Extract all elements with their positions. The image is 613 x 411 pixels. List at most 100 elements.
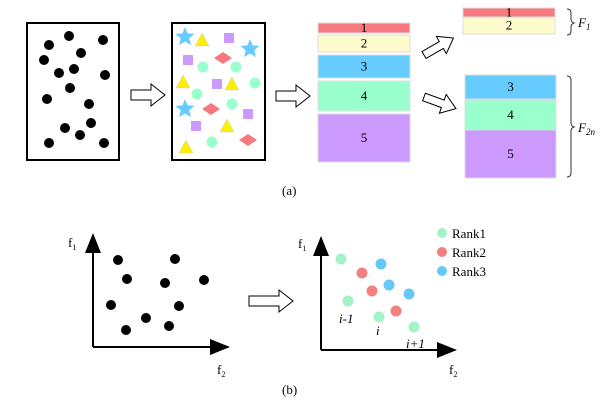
legend-marker-rank1 — [437, 228, 447, 238]
triangle-shape — [224, 76, 240, 91]
caption-a: (a) — [282, 183, 296, 198]
dot — [122, 274, 132, 284]
rank-block-5 — [464, 129, 557, 179]
triangle-shape — [178, 139, 194, 154]
square-shape — [212, 79, 222, 89]
rank-block-label: 3 — [361, 59, 368, 74]
dot — [170, 254, 180, 264]
circle-shape — [206, 136, 218, 148]
rank1-dot — [335, 253, 347, 265]
square-shape — [183, 55, 193, 65]
circle-shape — [191, 88, 203, 100]
diamond-shape — [202, 103, 220, 115]
dot — [174, 301, 184, 311]
dot — [98, 35, 108, 45]
legend-marker-rank2 — [437, 247, 447, 257]
rank-block-label: 2 — [506, 18, 513, 33]
rank-block-5 — [317, 113, 411, 163]
triangle-shape — [219, 118, 235, 133]
dot — [160, 278, 170, 288]
dot — [84, 99, 94, 109]
f1-stack: 12 — [462, 5, 556, 35]
point-label-cur: i — [376, 323, 380, 338]
dot — [76, 48, 86, 58]
triangle-shape — [175, 74, 191, 89]
f2n-stack: 3 4 5 — [464, 74, 557, 179]
point-label-next: i+1 — [406, 336, 425, 351]
ranked-dots — [335, 253, 420, 333]
arrow-down-right-icon — [421, 92, 457, 114]
triangle-shape — [194, 32, 210, 47]
f1-label: F1 — [577, 15, 590, 32]
rank-block-label: 4 — [507, 107, 514, 122]
y-axis-label: f1 — [298, 236, 306, 253]
circle-shape — [226, 98, 238, 110]
rank2-dot — [390, 305, 402, 317]
dot — [44, 40, 54, 50]
dot — [54, 68, 64, 78]
rank-block-1 — [317, 22, 411, 34]
point-label-prev: i-1 — [339, 311, 353, 326]
rank-block-label: 2 — [361, 36, 368, 51]
rank1-dot — [373, 311, 385, 323]
diamond-shape — [214, 52, 232, 64]
rank1-dot — [408, 321, 420, 333]
dot — [100, 70, 110, 80]
arrow-right-icon — [275, 83, 311, 109]
legend: Rank1 Rank2 Rank3 — [437, 226, 486, 279]
rank-block-label: 3 — [507, 79, 514, 94]
dot — [42, 94, 52, 104]
rank-block-label: 1 — [361, 20, 368, 35]
rank3-dot — [383, 279, 395, 291]
legend-rank1: Rank1 — [452, 226, 486, 241]
y-axis-label: f1 — [68, 235, 76, 252]
dot — [64, 31, 74, 41]
rank-block-label: 5 — [507, 146, 514, 161]
rank-block-label: 5 — [361, 130, 368, 145]
dot — [65, 83, 75, 93]
legend-marker-rank3 — [437, 266, 447, 276]
dot — [60, 123, 70, 133]
star-shape — [175, 27, 195, 46]
rank1-dot — [342, 295, 354, 307]
dot — [69, 64, 79, 74]
population-dots — [39, 31, 110, 148]
dot — [199, 275, 209, 285]
square-shape — [224, 33, 234, 43]
rank3-dot — [403, 288, 415, 300]
dot — [99, 138, 109, 148]
rank2-dot — [356, 267, 368, 279]
circle-shape — [249, 77, 261, 89]
caption-b: (b) — [282, 382, 297, 397]
objective-dots — [106, 254, 209, 335]
f2n-label: F2n — [577, 120, 595, 137]
rank-block-label: 4 — [361, 88, 368, 103]
dot — [141, 313, 151, 323]
dot — [44, 138, 54, 148]
dot — [86, 118, 96, 128]
star-shape — [240, 39, 260, 58]
rank2-dot — [366, 285, 378, 297]
diamond-shape — [239, 134, 257, 146]
dot — [121, 325, 131, 335]
dot — [106, 300, 116, 310]
rank-block-3 — [464, 74, 557, 100]
classified-shapes — [175, 27, 261, 154]
rank-block-3 — [317, 54, 411, 79]
dot — [39, 55, 49, 65]
rank-block-4 — [317, 80, 411, 112]
rank3-dot — [375, 258, 387, 270]
x-axis-label: f2 — [449, 362, 457, 379]
rank-block-label: 1 — [506, 5, 513, 20]
legend-rank2: Rank2 — [452, 245, 486, 260]
rank-stack: 12 3 4 5 — [317, 20, 411, 163]
dot — [75, 130, 85, 140]
dot — [113, 255, 123, 265]
circle-shape — [230, 61, 242, 73]
f2n-brace — [566, 75, 576, 178]
legend-rank3: Rank3 — [452, 264, 486, 279]
circle-shape — [197, 61, 209, 73]
square-shape — [243, 109, 253, 119]
rank-block-2 — [317, 34, 411, 53]
